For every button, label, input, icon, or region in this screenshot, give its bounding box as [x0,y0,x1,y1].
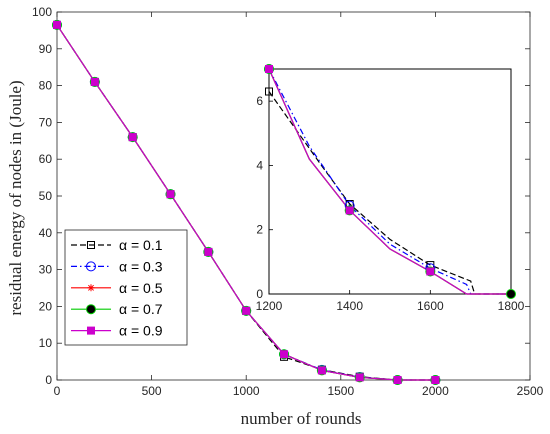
series-4-point [355,373,364,382]
series-4-point [280,350,289,359]
inset-series-4-point [265,65,273,73]
y-tick-label: 70 [39,115,53,129]
series-4-point [393,376,402,384]
series-4-point [431,376,440,384]
x-tick-label: 1500 [327,384,354,398]
x-tick-label: 0 [54,384,61,398]
x-tick-label: 500 [142,384,162,398]
series-4-point [53,20,61,29]
legend-label: α = 0.3 [119,258,163,274]
legend-marker [87,284,95,292]
inset-series-0-point [265,87,273,96]
inset-series-line-1 [268,68,511,295]
x-tick-label: 2500 [517,384,544,398]
inset-x-tick-label: 1400 [336,299,363,313]
series-4-point [166,190,175,199]
y-axis-label: residual energy of nodes in (Joule) [6,80,25,315]
y-tick-label: 100 [32,5,52,19]
inset-y-tick-label: 0 [256,287,263,301]
y-tick-label: 10 [39,336,53,350]
inset-series-4-point [345,206,354,215]
legend-label: α = 0.7 [119,301,163,317]
y-tick-label: 40 [39,226,53,240]
inset-x-tick-label: 1800 [498,299,525,313]
series-4-point [204,247,213,256]
inset-plot-area [268,68,512,295]
legend-label: α = 0.1 [119,237,163,253]
legend-marker [86,304,96,315]
series-4-point [90,77,99,86]
series-4-point [317,366,326,375]
legend-marker [86,261,96,272]
inset-y-tick-label: 2 [256,223,263,237]
y-tick-label: 60 [39,152,53,166]
inset-series-3-point [506,289,516,299]
inset-series-line-4 [268,68,511,295]
legend-marker [87,326,95,335]
inset-plot: 1200 1400 1600 1800 0 2 4 6 [256,64,525,313]
inset-x-tick-label: 1200 [256,299,283,313]
y-tick-label: 90 [39,42,53,56]
inset-y-tick-label: 4 [256,158,263,172]
y-tick-label: 50 [39,189,53,203]
y-tick-label: 20 [39,299,53,313]
legend: α = 0.1 α = 0.3 α = 0.5 α = 0.7 α = 0.9 [64,229,188,346]
series-4-point [242,306,251,315]
legend-label: α = 0.5 [119,280,163,296]
x-tick-label: 1000 [233,384,260,398]
x-tick-label: 2000 [422,384,449,398]
inset-x-tick-label: 1600 [417,299,444,313]
legend-label: α = 0.9 [119,323,163,339]
legend-marker [87,241,95,249]
y-tick-label: 80 [39,79,53,93]
x-axis-label: number of rounds [241,409,362,428]
inset-series-4-point [426,267,435,276]
y-tick-label: 30 [39,263,53,277]
inset-y-tick-label: 6 [256,94,263,108]
y-tick-label: 0 [45,373,52,387]
series-4-point [128,133,137,142]
